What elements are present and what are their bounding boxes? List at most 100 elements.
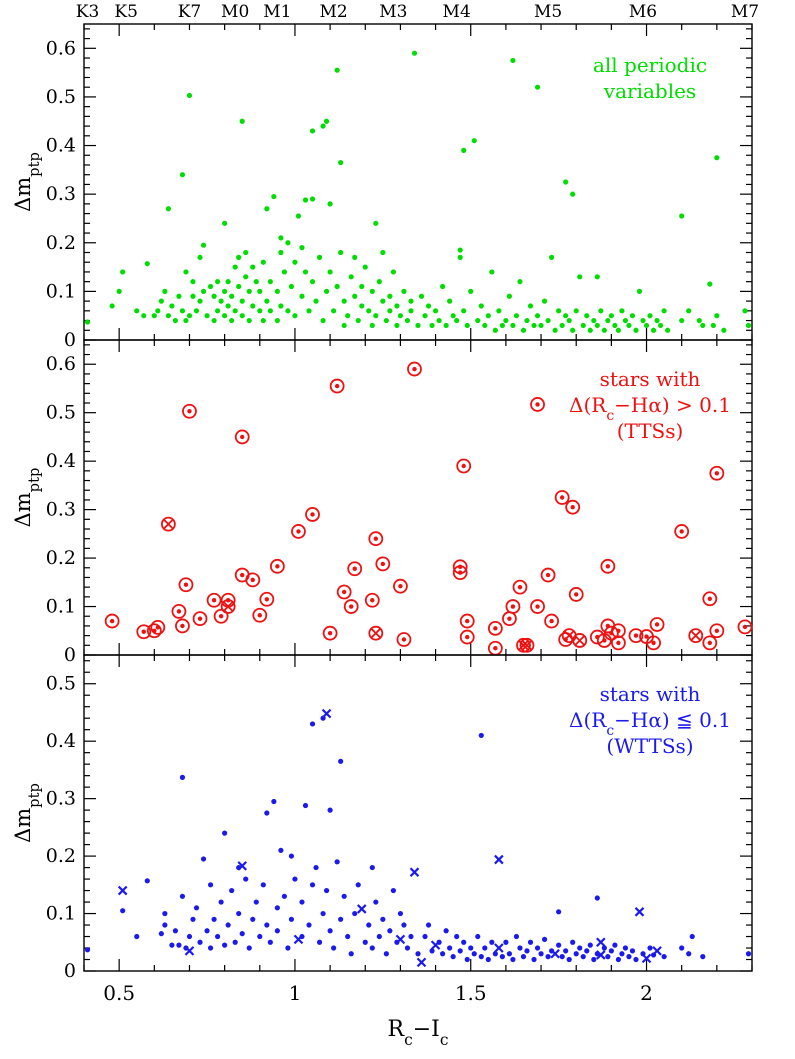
data-point <box>436 939 442 945</box>
data-point <box>299 245 305 251</box>
data-point <box>176 293 182 299</box>
point-center <box>465 634 470 640</box>
data-point <box>338 916 344 922</box>
x-tick-label: 1 <box>289 981 302 1005</box>
legend-line: stars with <box>600 682 701 706</box>
x-axis: 0.5 1 1.5 2 Rc−Ic <box>103 981 653 1049</box>
data-point <box>394 303 400 309</box>
point-ring <box>136 624 152 640</box>
data-point <box>436 317 442 324</box>
point-ring <box>544 613 559 629</box>
data-point <box>600 558 616 574</box>
data-point <box>355 882 361 888</box>
data-point <box>322 625 338 641</box>
data-point <box>313 298 319 304</box>
point-cross <box>690 630 701 641</box>
data-point <box>186 92 193 99</box>
data-point <box>250 303 256 309</box>
point-center <box>176 609 182 614</box>
panels: 0 0.1 0.2 0.3 0.4 0.5 0.6 Δmptp all periodicvari… <box>11 23 753 982</box>
data-point <box>646 635 661 651</box>
data-point <box>461 147 467 153</box>
data-point <box>260 259 266 265</box>
data-point <box>457 247 463 253</box>
data-point <box>622 945 629 951</box>
data-point <box>679 317 685 324</box>
data-point <box>341 893 347 899</box>
data-point <box>200 288 207 294</box>
data-point <box>647 313 653 319</box>
data-point <box>299 899 305 905</box>
data-point <box>657 322 664 329</box>
legend-line: Δ(Rc−Hα) > 0.1 <box>569 393 731 424</box>
data-point <box>327 807 333 813</box>
data-point <box>306 308 312 314</box>
data-point <box>211 293 217 299</box>
data-point <box>461 308 467 314</box>
data-point <box>222 313 228 319</box>
data-point <box>545 317 551 324</box>
point-center <box>651 640 656 646</box>
data-point <box>510 322 516 329</box>
data-point <box>236 910 242 917</box>
data-point <box>141 313 147 319</box>
point-center <box>211 598 217 603</box>
data-point <box>116 288 122 294</box>
data-point <box>267 939 273 945</box>
point-cross <box>564 630 575 641</box>
data-point <box>415 322 421 329</box>
data-point <box>362 264 368 270</box>
data-point <box>510 57 516 64</box>
y-tick-label: 0 <box>64 644 76 666</box>
data-point <box>737 619 753 635</box>
data-point <box>425 303 432 309</box>
data-point <box>243 274 249 280</box>
data-point <box>239 313 245 319</box>
data-point-cross <box>237 861 247 871</box>
data-point <box>408 298 414 304</box>
y-tick-label: 0.6 <box>46 37 76 59</box>
data-point <box>376 933 382 940</box>
point-ring <box>213 608 229 624</box>
data-point <box>271 193 277 200</box>
data-point <box>544 613 559 629</box>
point-ring <box>368 625 384 641</box>
y-tick-label: 0.5 <box>46 673 76 695</box>
data-point <box>457 254 463 260</box>
data-point <box>440 951 446 957</box>
data-point <box>513 313 520 319</box>
point-center <box>714 628 720 633</box>
data-point <box>587 327 593 333</box>
data-point <box>499 322 505 329</box>
data-point <box>179 774 186 780</box>
data-point <box>257 308 263 314</box>
data-point <box>714 155 720 161</box>
point-ring <box>456 458 472 474</box>
data-point <box>84 319 91 325</box>
data-point <box>232 939 238 945</box>
data-point <box>629 313 636 319</box>
data-point <box>222 288 228 294</box>
data-point <box>369 288 375 294</box>
data-point <box>563 948 569 954</box>
data-point <box>109 303 115 309</box>
data-point <box>352 910 358 917</box>
point-ring <box>459 613 475 629</box>
point-cross <box>574 635 585 646</box>
panel-1: 0 0.1 0.2 0.3 0.4 0.5 0.6 Δmptp all periodicvari… <box>11 23 753 351</box>
data-point <box>165 206 171 212</box>
data-point <box>172 317 179 324</box>
spectral-type-label: M4 <box>443 2 471 22</box>
data-point <box>236 283 242 290</box>
data-point <box>253 279 259 285</box>
point-center <box>644 634 649 639</box>
data-point <box>408 933 414 940</box>
data-point <box>281 893 287 899</box>
data-point <box>309 721 316 727</box>
data-point <box>549 254 555 260</box>
point-ring <box>505 599 521 614</box>
data-point <box>264 298 270 304</box>
data-point <box>352 293 358 299</box>
y-tick-label: 0 <box>64 960 76 982</box>
